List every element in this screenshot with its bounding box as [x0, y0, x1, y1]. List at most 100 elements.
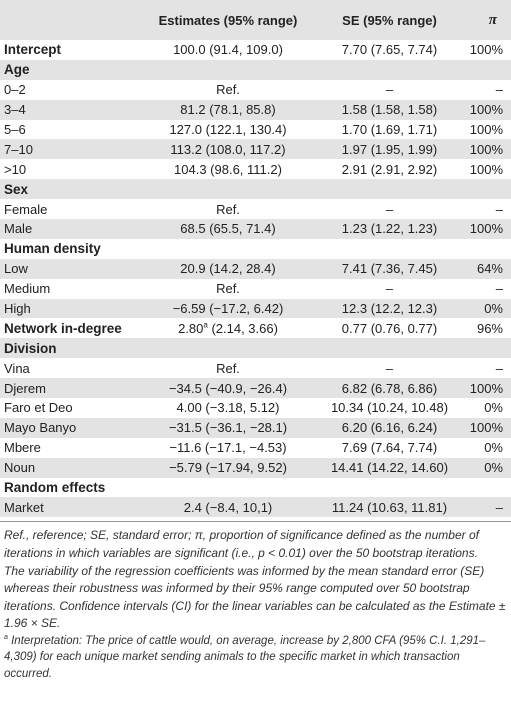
table-row: Mayo Banyo −31.5 (−36.1, −28.1) 6.20 (6.16…	[0, 417, 511, 438]
row-se: 12.3 (12.2, 12.3)	[341, 301, 438, 317]
row-estimate: 20.9 (14.2, 28.4)	[180, 261, 276, 277]
section-row: Age	[0, 59, 511, 80]
table-row: Female Ref. – –	[0, 199, 511, 220]
row-estimate: −5.79 (−17.94, 9.52)	[169, 460, 287, 476]
row-estimate	[138, 179, 318, 199]
section-row: Random effects	[0, 477, 511, 498]
row-label: High	[4, 301, 31, 317]
row-pi: 100%	[469, 141, 503, 157]
table-row: Vina Ref. – –	[0, 358, 511, 379]
footnote-mark: a	[4, 634, 8, 642]
row-pi: –	[495, 201, 503, 217]
row-label: 3–4	[4, 102, 26, 118]
row-se: 0.77 (0.76, 0.77)	[341, 320, 438, 336]
row-pi: 0%	[484, 460, 503, 476]
row-label: Faro et Deo	[4, 400, 73, 416]
table-row: Intercept 100.0 (91.4, 109.0) 7.70 (7.65, …	[0, 40, 511, 60]
row-se: –	[385, 82, 394, 98]
row-estimate	[138, 60, 318, 80]
row-label: Djerem	[4, 380, 46, 396]
row-estimate: −31.5 (−36.1, −28.1)	[168, 420, 288, 436]
row-pi: –	[495, 281, 503, 297]
row-se: 7.69 (7.64, 7.74)	[341, 440, 438, 456]
row-se: 14.41 (14.22, 14.60)	[330, 460, 449, 476]
row-estimate: 100.0 (91.4, 109.0)	[173, 42, 283, 58]
row-pi: 100%	[469, 122, 503, 137]
row-se: –	[385, 281, 394, 297]
table-row: 3–4 81.2 (78.1, 85.8) 1.58 (1.58, 1.58) 100…	[0, 99, 511, 120]
row-se	[318, 239, 461, 259]
row-label: Network in-degree	[4, 320, 122, 336]
row-se	[318, 478, 461, 498]
row-label: Age	[4, 62, 30, 78]
row-pi: 0%	[484, 301, 503, 317]
row-estimate	[138, 478, 318, 498]
table-row: Djerem −34.5 (−40.9, −26.4) 6.82 (6.78, 6.…	[0, 378, 511, 399]
row-se: –	[385, 360, 394, 376]
row-estimate: 104.3 (98.6, 111.2)	[174, 161, 282, 177]
row-pi: 64%	[476, 261, 503, 277]
table-row: >10 104.3 (98.6, 111.2) 2.91 (2.91, 2.92) 1…	[0, 159, 511, 180]
row-estimate: 2.80a (2.14, 3.66)	[138, 318, 318, 338]
row-estimate	[138, 239, 318, 259]
row-se: 7.41 (7.36, 7.45)	[341, 261, 438, 277]
header-variable	[0, 0, 138, 40]
table-row: Male 68.5 (65.5, 71.4) 1.23 (1.22, 1.23) 10…	[0, 219, 511, 239]
row-pi: 100%	[469, 380, 503, 396]
row-label: 5–6	[4, 122, 26, 137]
table-row: 5–6 127.0 (122.1, 130.4) 1.70 (1.69, 1.71)…	[0, 119, 511, 140]
row-se: 1.58 (1.58, 1.58)	[341, 102, 438, 118]
section-row: Human density	[0, 238, 511, 259]
row-estimate: 4.00 (−3.18, 5.12)	[176, 400, 280, 416]
header-estimates: Estimates (95% range)	[158, 12, 298, 28]
table-row: High −6.59 (−17.2, 6.42) 12.3 (12.2, 12.3)…	[0, 298, 511, 319]
regression-results-table: Estimates (95% range) SE (95% range) π I…	[0, 0, 511, 518]
table-row: 0–2 Ref. – –	[0, 79, 511, 100]
section-row: Division	[0, 338, 511, 359]
estimate-range: (2.14, 3.66)	[207, 320, 278, 336]
row-label: Intercept	[4, 42, 62, 58]
row-estimate: −11.6 (−17.1, −4.53)	[169, 440, 287, 456]
row-se	[318, 60, 461, 80]
row-pi: 100%	[469, 42, 503, 58]
row-estimate: Ref.	[216, 201, 240, 217]
row-estimate: 127.0 (122.1, 130.4)	[169, 122, 287, 137]
row-se: 11.24 (10.63, 11.81)	[331, 499, 448, 515]
row-label: Random effects	[4, 480, 106, 496]
row-pi: 100%	[469, 221, 503, 237]
header-pi: π	[488, 11, 497, 28]
row-pi: 0%	[484, 440, 503, 456]
note-variability: The variability of the regression coeffi…	[4, 563, 506, 631]
row-label: >10	[4, 161, 27, 177]
estimate-footnote-mark: a	[203, 320, 208, 330]
row-label: Market	[4, 499, 44, 515]
row-label: 0–2	[4, 82, 26, 98]
row-estimate: 81.2 (78.1, 85.8)	[180, 102, 276, 118]
table-row: Mbere −11.6 (−17.1, −4.53) 7.69 (7.64, 7.7…	[0, 437, 511, 458]
row-se	[318, 338, 461, 358]
table-row: Noun −5.79 (−17.94, 9.52) 14.41 (14.22, 14…	[0, 457, 511, 478]
footnote-text: Interpretation: The price of cattle woul…	[4, 634, 486, 680]
row-estimate: 2.4 (−8.4, 10,1)	[183, 499, 273, 515]
row-label: 7–10	[4, 141, 33, 157]
header-se: SE (95% range)	[342, 12, 437, 28]
row-estimate: Ref.	[216, 360, 240, 376]
table-notes: Ref., reference; SE, standard error; π, …	[0, 521, 511, 682]
row-estimate: 68.5 (65.5, 71.4)	[180, 221, 276, 237]
table-row: Faro et Deo 4.00 (−3.18, 5.12) 10.34 (10.2…	[0, 398, 511, 418]
row-label: Mayo Banyo	[4, 420, 77, 436]
row-pi	[461, 239, 511, 259]
note-abbreviations: Ref., reference; SE, standard error; π, …	[4, 528, 479, 560]
row-pi: –	[495, 82, 503, 98]
row-pi	[461, 179, 511, 199]
row-estimate: 113.2 (108.0, 117.2)	[170, 141, 286, 157]
table-row: Low 20.9 (14.2, 28.4) 7.41 (7.36, 7.45) 64%	[0, 258, 511, 279]
row-label: Male	[4, 221, 33, 237]
row-label: Mbere	[4, 440, 41, 456]
row-se: 1.23 (1.22, 1.23)	[341, 221, 438, 237]
row-estimate: Ref.	[216, 281, 240, 297]
row-label: Noun	[4, 460, 36, 476]
estimate-value: 2.80	[178, 320, 204, 336]
row-label: Division	[4, 340, 57, 356]
row-pi	[461, 478, 511, 498]
